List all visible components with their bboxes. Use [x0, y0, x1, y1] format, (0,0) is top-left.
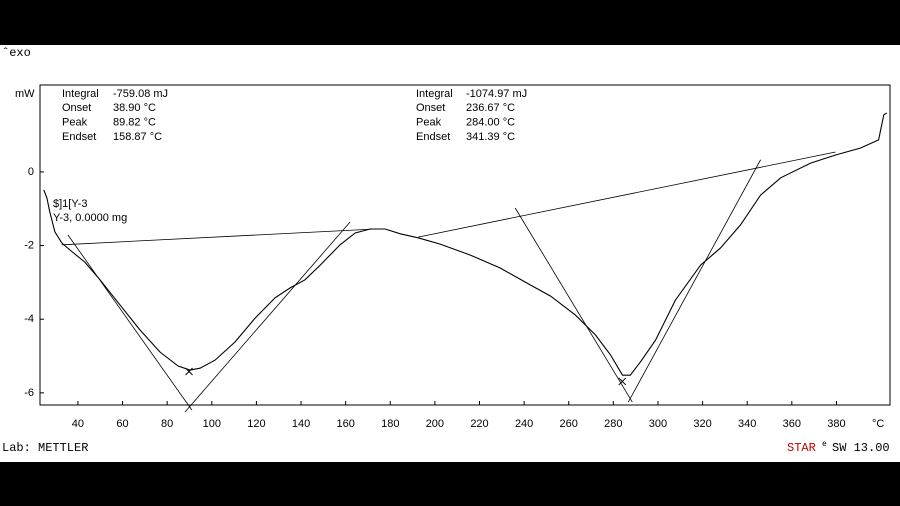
peak-marker	[618, 377, 627, 386]
annotation-value: 158.87 °C	[113, 131, 162, 143]
footer-lab: Lab: METTLER	[2, 441, 88, 455]
x-tick-label: 180	[381, 418, 399, 430]
x-tick-label: 160	[336, 418, 354, 430]
plot-frame	[39, 84, 891, 406]
exo-label: ˆexo	[2, 46, 31, 60]
x-tick-label: 280	[604, 418, 622, 430]
x-tick-label: 320	[693, 418, 711, 430]
annotation-value: 341.39 °C	[466, 131, 515, 143]
x-tick-label: 80	[161, 418, 173, 430]
x-tick-label: 60	[116, 418, 128, 430]
y-axis-label: mW	[15, 88, 35, 100]
annotation-value: 89.82 °C	[113, 117, 156, 129]
annotation-label: Integral	[416, 88, 453, 100]
footer-brand: STAR	[787, 441, 816, 455]
annotation-label: Endset	[416, 131, 450, 143]
x-unit: °C	[872, 418, 884, 430]
reference-line	[184, 221, 351, 413]
reference-line	[67, 234, 193, 411]
x-tick-label: 240	[515, 418, 533, 430]
x-tick-label: 220	[470, 418, 488, 430]
y-tick-label: -6	[24, 387, 34, 399]
x-tick-label: 300	[649, 418, 667, 430]
annotation-label: Endset	[62, 131, 96, 143]
annotation-value: -759.08 mJ	[113, 88, 168, 100]
peak-marker	[185, 367, 193, 376]
footer-brand-sup: e	[822, 440, 827, 449]
annotation-label: Peak	[62, 117, 88, 129]
annotation-label: Peak	[416, 117, 442, 129]
x-tick-label: 380	[827, 418, 845, 430]
top-band	[0, 0, 900, 45]
annotation-label: Onset	[416, 102, 445, 114]
x-tick-label: 260	[560, 418, 578, 430]
x-tick-label: 340	[738, 418, 756, 430]
annotation-value: -1074.97 mJ	[466, 88, 527, 100]
curve	[43, 112, 887, 376]
reference-line	[514, 207, 633, 403]
x-tick-label: 200	[426, 418, 444, 430]
annotation-value: 284.00 °C	[466, 117, 515, 129]
annotation-label: Integral	[62, 88, 99, 100]
reference-line	[418, 151, 836, 238]
bottom-band	[0, 462, 900, 506]
x-tick-label: 120	[247, 418, 265, 430]
sample-line: $]1[Y-3	[53, 198, 87, 210]
annotation-value: 38.90 °C	[113, 102, 156, 114]
annotation-label: Onset	[62, 102, 91, 114]
footer-version: SW 13.00	[832, 441, 890, 455]
x-tick-label: 360	[783, 418, 801, 430]
y-tick-label: -4	[24, 313, 34, 325]
x-tick-label: 40	[72, 418, 84, 430]
x-tick-label: 100	[203, 418, 221, 430]
background	[0, 45, 900, 462]
y-tick-label: 0	[28, 166, 34, 178]
sample-line: Y-3, 0.0000 mg	[53, 212, 127, 224]
reference-line	[627, 159, 761, 403]
annotation-value: 236.67 °C	[466, 102, 515, 114]
reference-line	[61, 228, 376, 246]
x-tick-label: 140	[292, 418, 310, 430]
y-tick-label: -2	[24, 239, 34, 251]
